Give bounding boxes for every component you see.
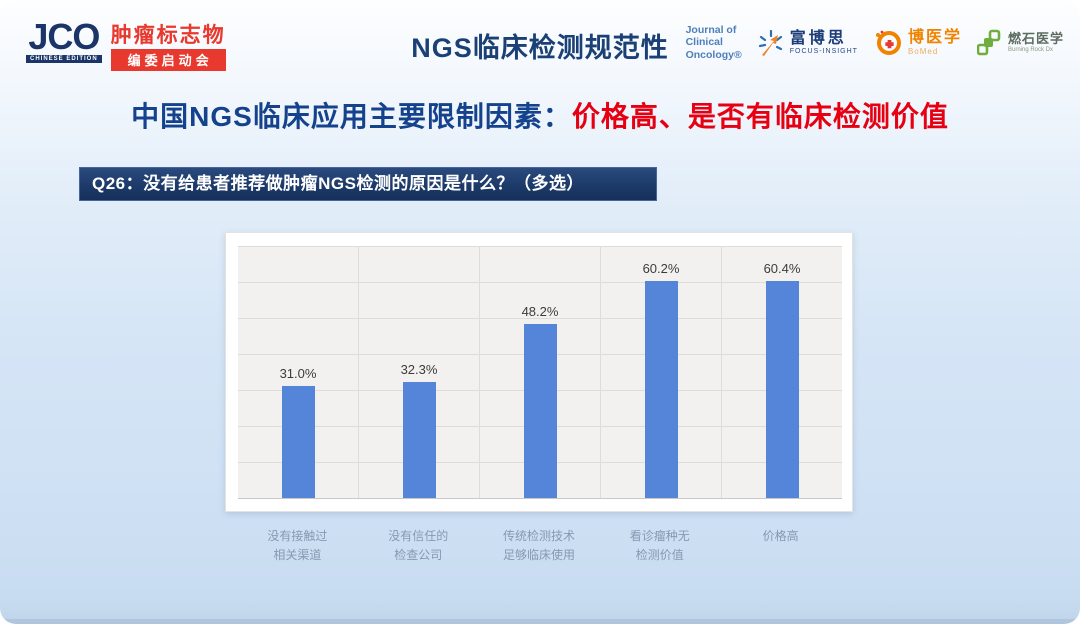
starburst-icon xyxy=(757,29,785,57)
bar-value-label: 31.0% xyxy=(279,366,317,382)
bar-value-label: 32.3% xyxy=(400,361,438,377)
bar xyxy=(402,381,436,498)
green-blocks-icon xyxy=(976,29,1003,57)
section-heading: 中国NGS临床应用主要限制因素：价格高、是否有临床检测价值 xyxy=(0,95,1080,135)
bar-value-label: 48.2% xyxy=(521,304,559,320)
jco-acronym: JCO xyxy=(28,16,100,57)
bar-value-label: 60.4% xyxy=(763,260,801,276)
chart-column: 60.2% xyxy=(600,246,721,498)
chart-column: 32.3% xyxy=(358,246,479,498)
x-axis-label: 传统检测技术 足够临床使用 xyxy=(502,529,575,562)
journal-of-clinical-oncology-logo: Journal of Clinical Oncology® xyxy=(686,24,742,61)
focus-insight-logo: 富博思 FOCUS-INSIGHT xyxy=(757,29,858,57)
journal-logo-line: Oncology® xyxy=(685,48,742,61)
burning-rock-logo: 燃石医学 Burning Rock Dx xyxy=(976,29,1064,57)
partner-logos: Journal of Clinical Oncology® 富博 xyxy=(686,24,1064,61)
bar xyxy=(523,324,557,498)
journal-logo-line: Clinical xyxy=(685,36,723,49)
journal-logo-line: Journal of xyxy=(685,24,737,36)
burning-rock-subtitle: Burning Rock Dx xyxy=(1007,46,1054,53)
x-axis-label: 没有信任的 检查公司 xyxy=(388,529,449,562)
heading-highlight: 价格高、是否有临床检测价值 xyxy=(571,101,949,132)
jco-logo: JCO CHINESE EDITION 肿瘤标志物 编委启动会 xyxy=(26,16,226,72)
plot-area: 31.0% 32.3% 48.2% 60.2% 60.4% xyxy=(238,246,842,499)
focus-insight-subtitle: FOCUS-INSIGHT xyxy=(789,47,858,55)
bomed-name: 博医学 xyxy=(907,29,962,47)
chart-card: 31.0% 32.3% 48.2% 60.2% 60.4% xyxy=(225,232,853,512)
question-banner: Q26：没有给患者推荐做肿瘤NGS检测的原因是什么？（多选） xyxy=(79,167,657,201)
chart-column: 31.0% xyxy=(238,246,358,498)
x-axis-label: 价格高 xyxy=(762,529,799,543)
jco-logo-mark: JCO CHINESE EDITION xyxy=(26,16,102,63)
chart-column: 48.2% xyxy=(479,246,600,498)
page-title: NGS临床检测规范性 xyxy=(411,33,669,63)
x-axis-label: 没有接触过 相关渠道 xyxy=(267,529,328,562)
bomed-subtitle: BoMed xyxy=(907,46,939,56)
heading-prefix: 中国NGS临床应用主要限制因素： xyxy=(131,101,572,132)
event-badge-title: 肿瘤标志物 xyxy=(110,24,226,47)
bomed-circle-icon xyxy=(873,28,903,58)
focus-insight-name: 富博思 xyxy=(789,30,847,48)
bar-value-label: 60.2% xyxy=(642,261,680,277)
bar xyxy=(644,281,678,498)
chart-column: 60.4% xyxy=(721,246,842,498)
event-badge: 肿瘤标志物 编委启动会 xyxy=(110,24,226,72)
slide-bottom-edge xyxy=(0,619,1080,624)
bar xyxy=(281,386,315,498)
x-axis-label: 看诊瘤种无 检测价值 xyxy=(629,529,690,562)
x-axis-labels: 没有接触过 相关渠道 没有信任的 检查公司 传统检测技术 足够临床使用 看诊瘤种无 检测价值 价… xyxy=(237,527,841,564)
jco-edition-label: CHINESE EDITION xyxy=(26,54,102,63)
event-badge-subtitle: 编委启动会 xyxy=(110,49,226,72)
burning-rock-name: 燃石医学 xyxy=(1007,31,1064,47)
bomed-logo: 博医学 BoMed xyxy=(873,28,962,58)
bar xyxy=(765,280,799,498)
